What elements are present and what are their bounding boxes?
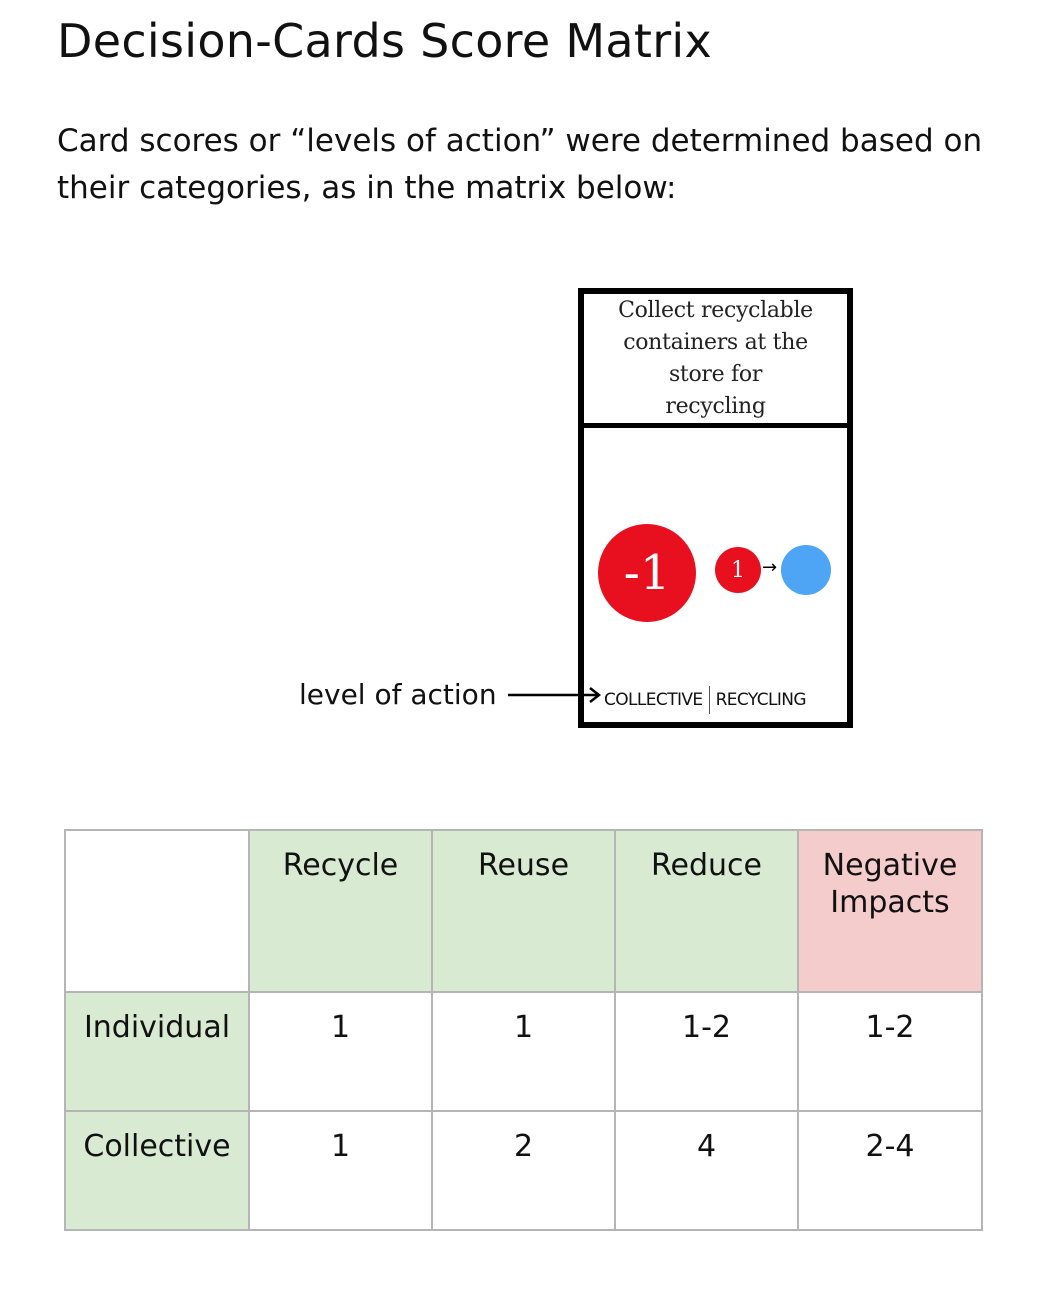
card-edge-mark xyxy=(578,428,584,598)
card-action-text: Collect recyclable containers at the sto… xyxy=(618,297,813,419)
score-matrix-table: Recycle Reuse Reduce Negative Impacts In… xyxy=(64,829,983,1231)
card-footer: COLLECTIVE RECYCLING xyxy=(604,686,807,714)
row-header-individual: Individual xyxy=(64,991,250,1112)
column-header-recycle: Recycle xyxy=(248,829,433,993)
table-header-row: Recycle Reuse Reduce Negative Impacts xyxy=(64,829,983,993)
column-header-negative-impacts: Negative Impacts xyxy=(797,829,983,993)
table-cell: 1 xyxy=(248,1110,433,1231)
card-level-label: COLLECTIVE xyxy=(604,690,703,710)
score-circle-large: -1 xyxy=(598,524,696,622)
column-header-reduce: Reduce xyxy=(614,829,799,993)
page-title: Decision-Cards Score Matrix xyxy=(57,14,713,68)
right-arrow-icon: → xyxy=(762,557,778,578)
table-row: Individual 1 1 1-2 1-2 xyxy=(64,991,983,1112)
footer-divider xyxy=(708,686,710,714)
blue-dot-icon xyxy=(781,545,831,595)
table-cell: 4 xyxy=(614,1110,799,1231)
level-of-action-label: level of action xyxy=(299,678,497,711)
score-circle-small: 1 xyxy=(715,547,761,593)
table-cell: 2 xyxy=(431,1110,616,1231)
table-cell: 1 xyxy=(431,991,616,1112)
table-corner-cell xyxy=(64,829,250,993)
card-header: Collect recyclable containers at the sto… xyxy=(584,294,847,428)
card-category-label: RECYCLING xyxy=(715,690,807,710)
row-header-collective: Collective xyxy=(64,1110,250,1231)
table-cell: 1-2 xyxy=(614,991,799,1112)
intro-paragraph: Card scores or “levels of action” were d… xyxy=(57,123,983,206)
decision-card: Collect recyclable containers at the sto… xyxy=(578,288,853,728)
table-cell: 1-2 xyxy=(797,991,983,1112)
column-header-reuse: Reuse xyxy=(431,829,616,993)
table-cell: 1 xyxy=(248,991,433,1112)
table-cell: 2-4 xyxy=(797,1110,983,1231)
pointer-arrow-icon xyxy=(508,687,602,703)
table-row: Collective 1 2 4 2-4 xyxy=(64,1110,983,1231)
